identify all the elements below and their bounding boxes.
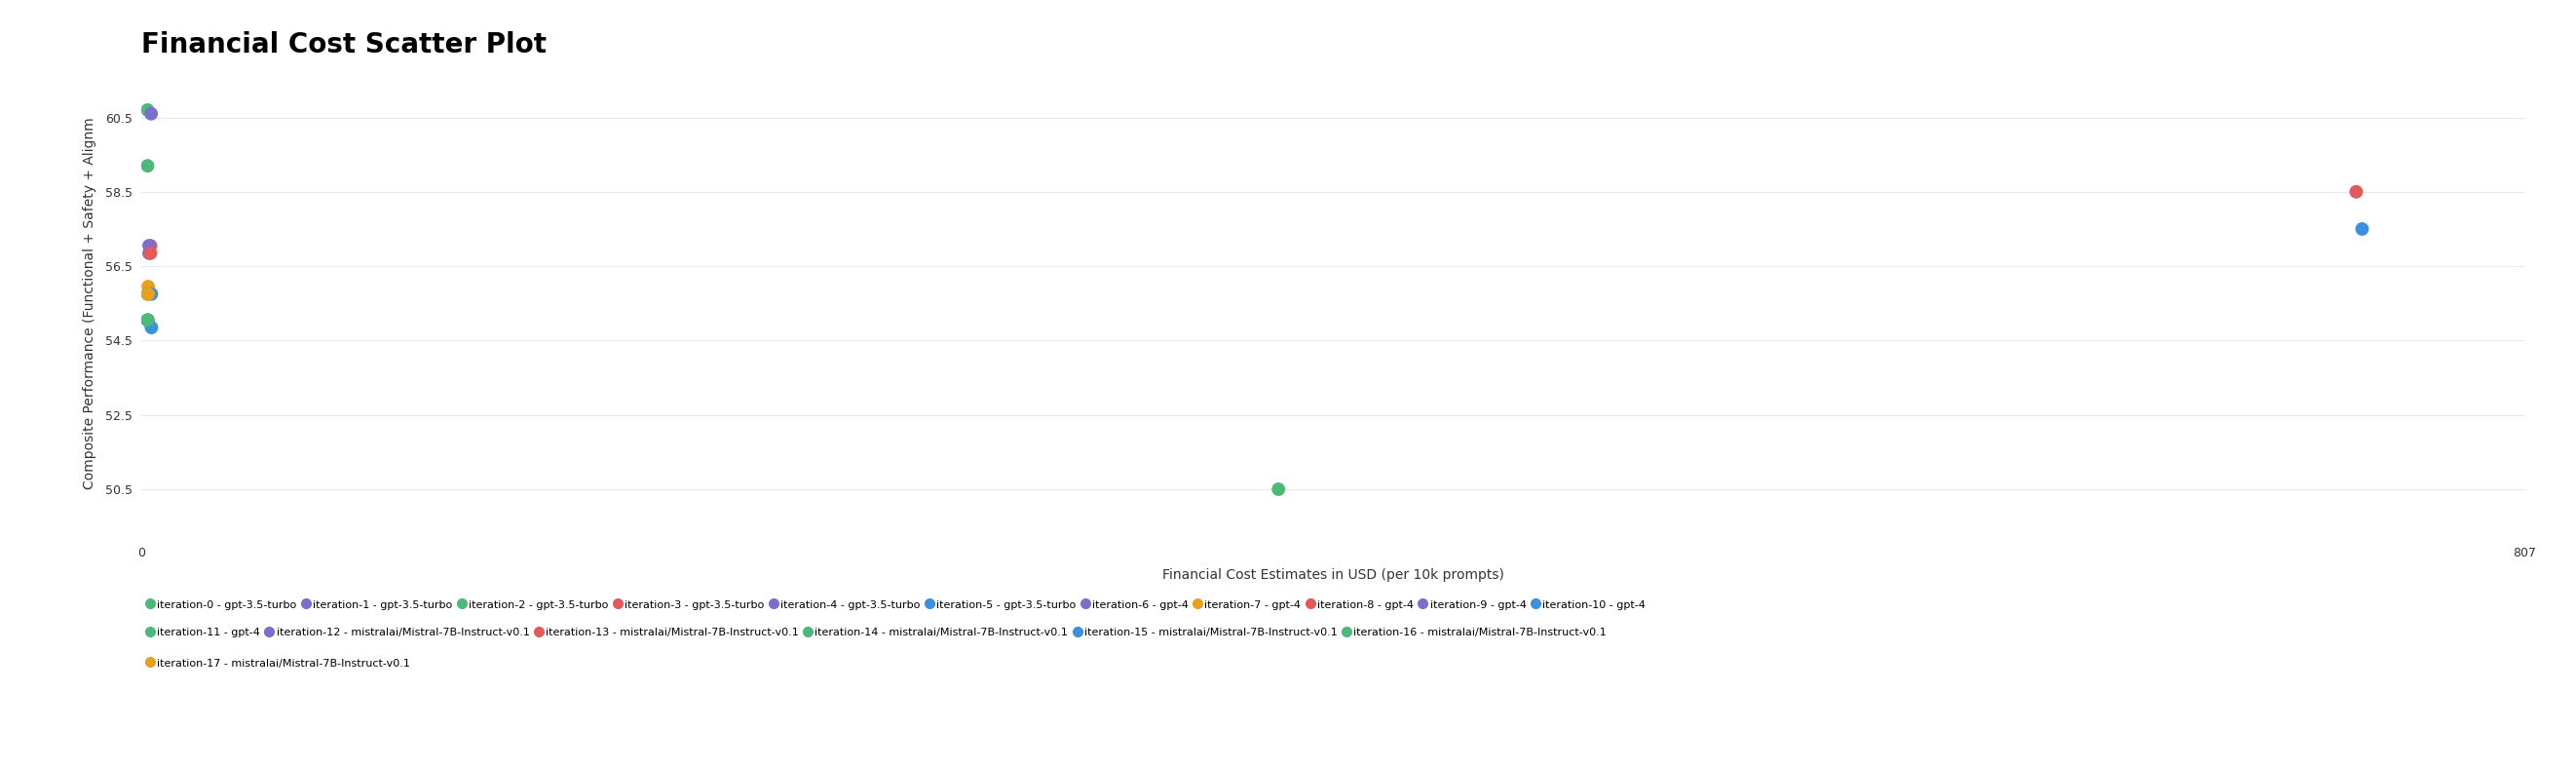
Point — [126, 314, 167, 326]
Point — [131, 288, 173, 300]
Point — [129, 280, 170, 293]
Point — [129, 288, 170, 300]
Text: Financial Cost Scatter Plot: Financial Cost Scatter Plot — [142, 31, 546, 58]
Point — [129, 247, 170, 260]
Point — [131, 321, 173, 333]
Point — [129, 240, 170, 252]
Point — [2336, 186, 2378, 198]
X-axis label: Financial Cost Estimates in USD (per 10k prompts): Financial Cost Estimates in USD (per 10k… — [1162, 568, 1504, 581]
Point — [129, 314, 170, 326]
Point — [129, 240, 170, 252]
Point — [1257, 483, 1298, 495]
Point — [126, 160, 167, 172]
Point — [131, 108, 173, 120]
Legend: iteration-17 - mistralai/Mistral-7B-Instruct-v0.1: iteration-17 - mistralai/Mistral-7B-Inst… — [147, 658, 410, 668]
Point — [126, 288, 167, 300]
Y-axis label: Composite Performance (Functional + Safety + Alignm: Composite Performance (Functional + Safe… — [82, 118, 98, 489]
Point — [126, 104, 167, 116]
Point — [2342, 223, 2383, 235]
Point — [126, 314, 167, 326]
Point — [129, 247, 170, 260]
